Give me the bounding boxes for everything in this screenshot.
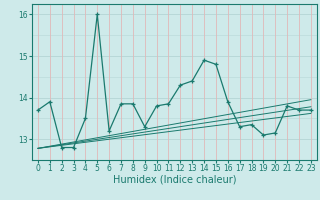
X-axis label: Humidex (Indice chaleur): Humidex (Indice chaleur) — [113, 175, 236, 185]
